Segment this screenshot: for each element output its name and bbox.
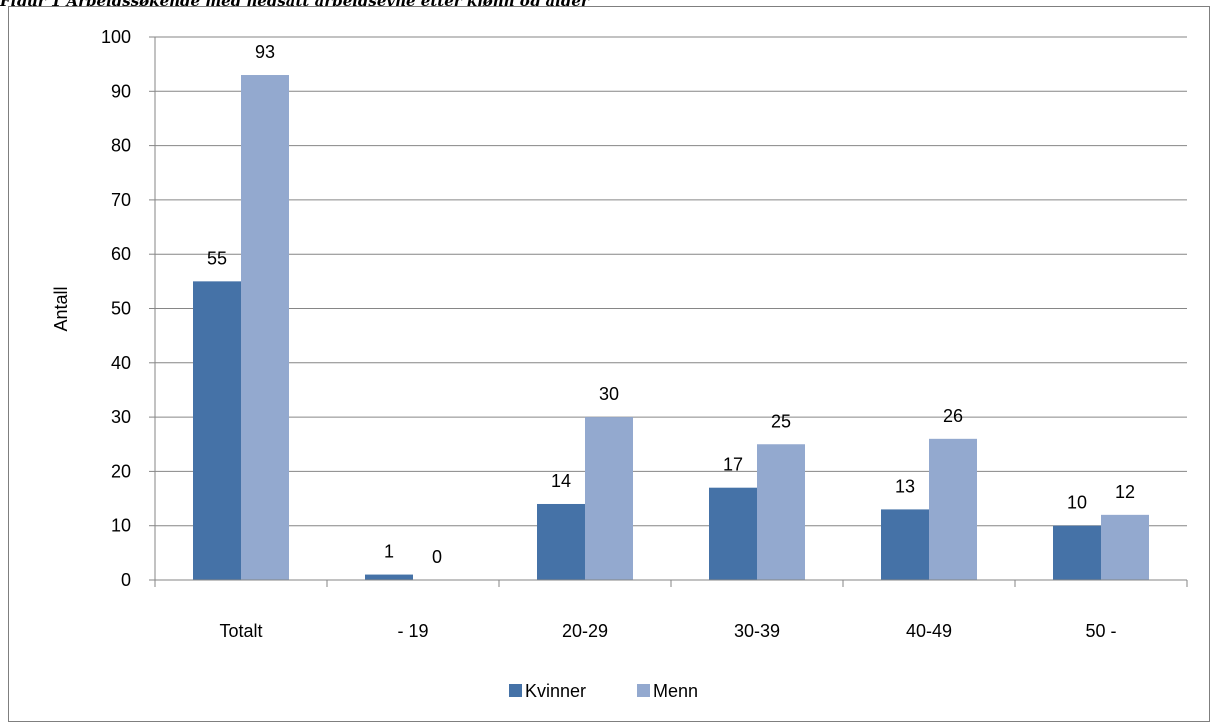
bar-kvinner <box>537 503 585 580</box>
y-tick-label: 0 <box>121 570 131 590</box>
y-tick-label: 80 <box>111 136 131 156</box>
data-label: 12 <box>1115 482 1135 502</box>
bar-menn <box>241 75 289 580</box>
axes <box>149 36 1188 587</box>
data-label: 26 <box>943 406 963 426</box>
legend-label: Kvinner <box>525 681 586 701</box>
data-label: 0 <box>432 547 442 567</box>
bar-kvinner <box>193 281 241 580</box>
y-tick-label: 40 <box>111 353 131 373</box>
data-label: 55 <box>207 248 227 268</box>
data-label: 14 <box>551 471 571 491</box>
data-label: 93 <box>255 42 275 62</box>
bar-kvinner <box>1053 525 1101 580</box>
y-tick-label: 100 <box>101 27 131 47</box>
x-category-label: 50 - <box>1085 621 1116 641</box>
x-category-label: 30-39 <box>734 621 780 641</box>
bar-menn <box>585 417 633 580</box>
y-axis-ticks: 0 10 20 30 40 50 60 70 80 90 100 <box>101 27 131 590</box>
figure-caption: Figur 1 Arbeidssøkende med nedsatt arbei… <box>0 0 589 10</box>
y-tick-label: 20 <box>111 461 131 481</box>
bars <box>193 75 1149 580</box>
y-tick-label: 10 <box>111 516 131 536</box>
bar-menn <box>929 438 977 580</box>
legend: Kvinner Menn <box>509 681 698 701</box>
y-tick-label: 70 <box>111 190 131 210</box>
bar-kvinner <box>365 574 413 580</box>
y-tick-label: 90 <box>111 81 131 101</box>
bar-menn <box>1101 514 1149 580</box>
bar-kvinner <box>709 487 757 580</box>
data-label: 1 <box>384 542 394 562</box>
y-axis-label: Antall <box>51 286 71 331</box>
x-category-label: 20-29 <box>562 621 608 641</box>
data-label: 17 <box>723 455 743 475</box>
legend-label: Menn <box>653 681 698 701</box>
legend-swatch-kvinner <box>509 684 522 697</box>
data-label: 25 <box>771 411 791 431</box>
x-category-label: Totalt <box>219 621 262 641</box>
x-category-label: 40-49 <box>906 621 952 641</box>
gridlines <box>155 36 1187 527</box>
legend-swatch-menn <box>637 684 650 697</box>
x-axis-categories: Totalt - 19 20-29 30-39 40-49 50 - <box>219 621 1116 641</box>
y-tick-label: 60 <box>111 244 131 264</box>
data-label: 13 <box>895 476 915 496</box>
data-label: 10 <box>1067 493 1087 513</box>
bar-menn <box>757 444 805 580</box>
x-category-label: - 19 <box>397 621 428 641</box>
y-tick-label: 50 <box>111 299 131 319</box>
y-tick-label: 30 <box>111 407 131 427</box>
bar-kvinner <box>881 509 929 580</box>
data-label: 30 <box>599 384 619 404</box>
